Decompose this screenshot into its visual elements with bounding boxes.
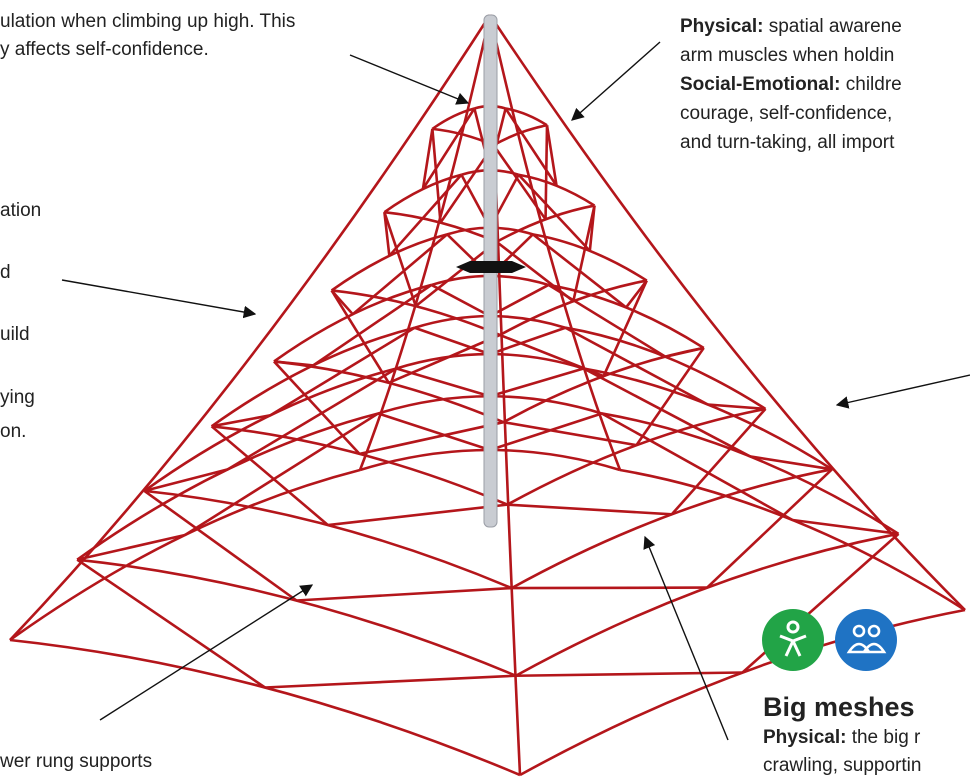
- note-line: Physical: spatial awarene: [680, 12, 902, 41]
- net-rope: [549, 285, 666, 357]
- note-text: crawling, supportin: [763, 755, 921, 776]
- note-label: Physical:: [680, 16, 763, 37]
- net-rope: [565, 328, 765, 409]
- note-line: ation: [0, 200, 41, 222]
- net-rope: [432, 129, 440, 223]
- net-rope: [507, 505, 671, 515]
- net-rope: [432, 285, 491, 316]
- page: ulation when climbing up high. This y af…: [0, 0, 970, 780]
- note-line: crawling, supportin: [763, 752, 921, 780]
- net-rope: [328, 505, 507, 525]
- net-rope: [423, 108, 475, 189]
- net-rope: [265, 676, 516, 688]
- note-line: and turn-taking, all import: [680, 128, 902, 157]
- net-rope: [584, 368, 832, 469]
- net-rope: [77, 560, 516, 676]
- net-rope: [512, 469, 832, 588]
- net-rope: [378, 413, 490, 450]
- note-line: ying: [0, 387, 35, 409]
- note-line: d: [0, 262, 11, 284]
- note-line: Physical: the big r: [763, 724, 921, 752]
- net-rope: [144, 491, 511, 588]
- net-rope: [573, 206, 594, 302]
- net-rope: [396, 368, 490, 396]
- note-line: on.: [0, 421, 26, 443]
- note-text: childre: [840, 74, 901, 95]
- note-label: Physical:: [763, 727, 846, 748]
- big-meshes-note: Big meshes Physical: the big r crawling, …: [763, 690, 921, 780]
- note-line: courage, self-confidence,: [680, 99, 902, 128]
- note-line: y affects self-confidence.: [0, 36, 295, 64]
- net-rope: [297, 588, 512, 600]
- top-left-note: ulation when climbing up high. This y af…: [0, 8, 295, 64]
- net-rope: [620, 470, 965, 610]
- net-rope: [415, 328, 490, 354]
- note-text: arm muscles when holdin: [680, 45, 894, 66]
- note-label: Social-Emotional:: [680, 74, 840, 95]
- net-rope: [516, 673, 743, 676]
- net-rope: [533, 234, 626, 307]
- note-title: Big meshes: [763, 690, 921, 724]
- note-text: the big r: [846, 727, 920, 748]
- note-text: courage, self-confidence,: [680, 103, 892, 124]
- note-line: ulation when climbing up high. This: [0, 8, 295, 36]
- net-rope: [144, 491, 296, 601]
- icons: [762, 609, 897, 671]
- pole-collar: [456, 261, 526, 273]
- note-text: and turn-taking, all import: [680, 132, 894, 153]
- net-rope: [332, 290, 353, 314]
- net-rope: [504, 422, 637, 445]
- net-rope: [507, 409, 765, 505]
- top-right-note: Physical: spatial awarene arm muscles whe…: [680, 12, 902, 157]
- note-line: arm muscles when holdin: [680, 41, 902, 70]
- note-line: uild: [0, 324, 30, 346]
- note-line: Social-Emotional: childre: [680, 70, 902, 99]
- net-rope: [549, 285, 704, 348]
- bottom-left-note: wer rung supports: [0, 751, 152, 773]
- net-rope: [77, 413, 378, 559]
- note-text: spatial awarene: [763, 16, 901, 37]
